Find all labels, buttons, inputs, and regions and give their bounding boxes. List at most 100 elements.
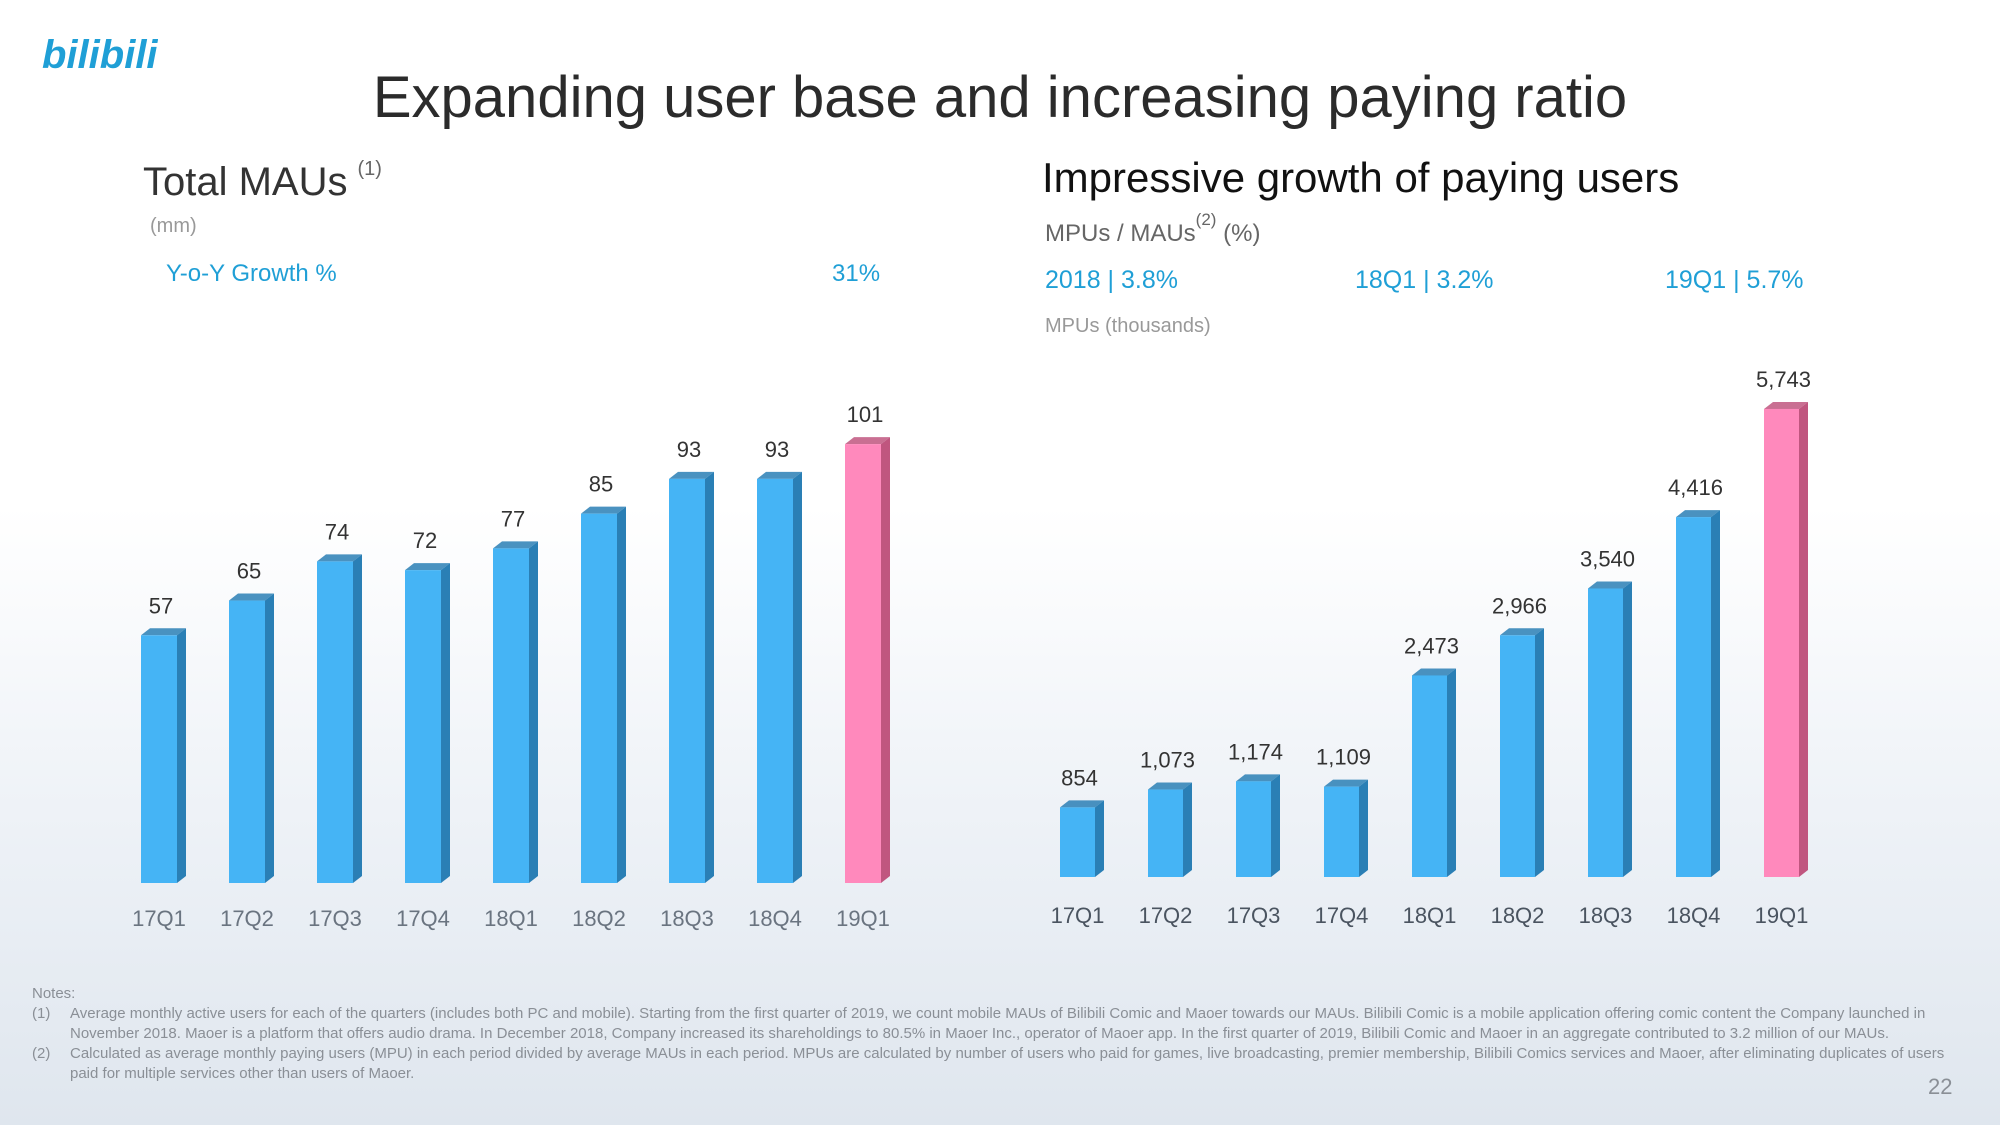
tick-label: 18Q1 (484, 906, 538, 931)
bar-top (1500, 628, 1544, 636)
bar-side (1535, 628, 1544, 877)
bar-side (1623, 581, 1632, 877)
bar-18q4 (1676, 510, 1720, 877)
bar-top (581, 506, 626, 514)
bar-17q2 (1148, 782, 1192, 877)
data-label: 1,174 (1228, 739, 1283, 764)
bar-top (1588, 581, 1632, 589)
bar-front (405, 570, 441, 883)
bar-side (705, 471, 714, 883)
bar-top (1148, 782, 1192, 790)
data-label: 93 (765, 437, 789, 462)
bar-top (757, 471, 802, 479)
bar-17q1 (1060, 800, 1104, 877)
bar-top (229, 593, 274, 601)
ratio-label-text: MPUs / MAUs (1045, 220, 1196, 247)
stat-19q1-ratio: 19Q1 | 5.7% (1665, 266, 1804, 294)
tick-label: 18Q1 (1403, 903, 1457, 928)
bar-side (265, 593, 274, 883)
bar-front (1676, 517, 1711, 877)
bar-side (441, 563, 450, 883)
note-1-text: Average monthly active users for each of… (70, 1005, 1926, 1042)
bar-18q3 (669, 471, 714, 883)
tick-label: 17Q4 (396, 906, 450, 931)
left-chart-title: Total MAUs (1) (143, 158, 382, 205)
bar-top (669, 471, 714, 479)
tick-label: 17Q3 (1227, 903, 1281, 928)
data-label: 854 (1061, 765, 1098, 790)
bar-front (1500, 635, 1535, 877)
mpu-series-label: MPUs (thousands) (1045, 315, 1211, 337)
bar-17q3 (317, 554, 362, 883)
bar-top (1676, 510, 1720, 518)
stat-2018-ratio: 2018 | 3.8% (1045, 266, 1178, 294)
tick-label: 17Q1 (132, 906, 186, 931)
data-label: 93 (677, 437, 701, 462)
left-title-text: Total MAUs (143, 160, 348, 204)
bar-front (1324, 786, 1359, 877)
tick-label: 17Q2 (1139, 903, 1193, 928)
bar-17q4 (405, 563, 450, 883)
bar-front (1148, 789, 1183, 877)
note-2-number: (2) (32, 1045, 51, 1062)
bar-front (1236, 781, 1271, 877)
stat-18q1-ratio: 18Q1 | 3.2% (1355, 266, 1494, 294)
bar-front (141, 635, 177, 883)
notes-heading: Notes: (32, 985, 76, 1002)
bar-top (1324, 779, 1368, 787)
tick-label: 17Q3 (308, 906, 362, 931)
ratio-footnote: (2) (1195, 210, 1217, 229)
bar-side (1447, 668, 1456, 877)
bar-front (845, 444, 881, 883)
bar-top (1236, 774, 1280, 782)
bar-18q1 (1412, 668, 1456, 877)
note-1: (1) Average monthly active users for eac… (32, 1004, 1962, 1044)
tick-label: 19Q1 (1755, 903, 1809, 928)
bar-19q1 (1764, 401, 1808, 877)
bar-top (1060, 800, 1104, 808)
bar-side (1359, 779, 1368, 877)
bar-17q1 (141, 628, 186, 883)
page-number: 22 (1928, 1074, 1953, 1099)
bar-side (1095, 800, 1104, 877)
bar-top (405, 563, 450, 571)
data-label: 4,416 (1668, 475, 1723, 500)
bar-front (229, 600, 265, 883)
right-chart-title: Impressive growth of paying users (1042, 154, 1680, 201)
yoy-growth-value: 31% (832, 260, 881, 287)
bar-side (353, 554, 362, 883)
data-label: 2,473 (1404, 633, 1459, 658)
tick-label: 17Q2 (220, 906, 274, 931)
note-1-number: (1) (32, 1005, 51, 1022)
page-title: Expanding user base and increasing payin… (372, 65, 1628, 130)
bar-side (177, 628, 186, 883)
bar-top (1412, 668, 1456, 676)
bar-17q3 (1236, 774, 1280, 877)
data-label: 101 (847, 402, 884, 427)
bar-front (1060, 807, 1095, 877)
data-label: 1,109 (1316, 745, 1371, 770)
data-label: 72 (413, 528, 437, 553)
bar-top (317, 554, 362, 562)
data-label: 74 (325, 519, 349, 544)
yoy-growth-label: Y-o-Y Growth % (166, 260, 337, 287)
tick-label: 18Q3 (660, 906, 714, 931)
bar-18q2 (581, 506, 626, 883)
tick-label: 18Q2 (572, 906, 626, 931)
bar-side (1799, 401, 1808, 877)
data-label: 2,966 (1492, 593, 1547, 618)
bar-front (493, 548, 529, 883)
bar-18q2 (1500, 628, 1544, 877)
tick-label: 18Q2 (1491, 903, 1545, 928)
bar-top (493, 541, 538, 549)
bar-side (529, 541, 538, 883)
tick-label: 18Q4 (748, 906, 802, 931)
data-label: 3,540 (1580, 546, 1635, 571)
bar-front (317, 561, 353, 883)
left-title-footnote: (1) (357, 158, 382, 180)
mpu-mau-ratio-label: MPUs / MAUs(2) (%) (1045, 210, 1260, 248)
note-2: (2) Calculated as average monthly paying… (32, 1044, 1962, 1084)
bar-top (1764, 401, 1808, 409)
